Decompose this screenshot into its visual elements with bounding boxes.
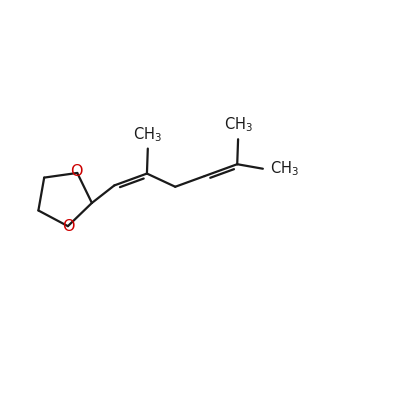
Text: O: O <box>62 220 75 234</box>
Text: CH$_3$: CH$_3$ <box>270 159 299 178</box>
Text: CH$_3$: CH$_3$ <box>132 125 162 144</box>
Text: CH$_3$: CH$_3$ <box>224 116 253 134</box>
Text: O: O <box>70 164 83 179</box>
